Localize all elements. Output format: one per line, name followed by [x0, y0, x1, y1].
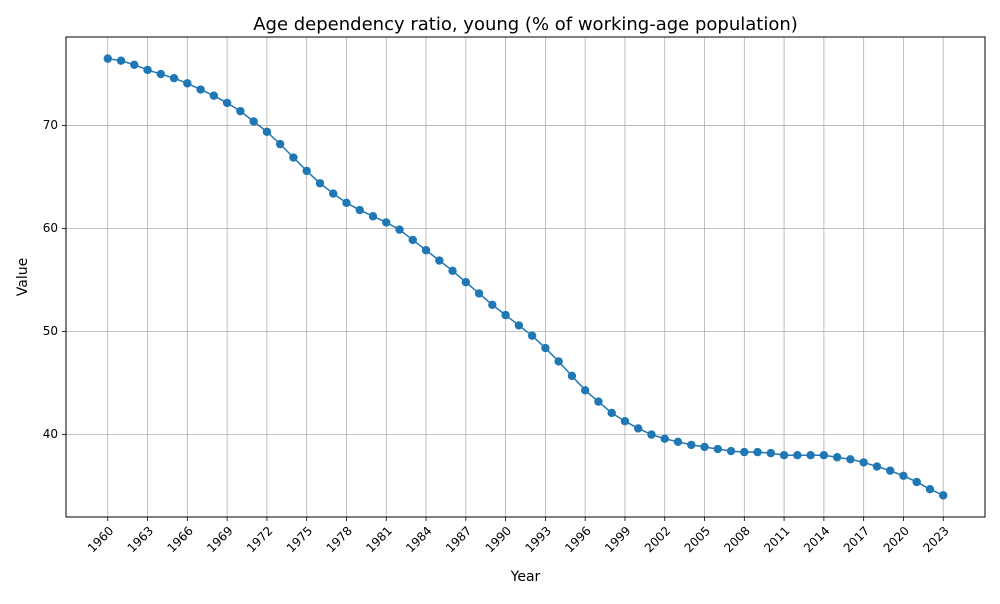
data-point [872, 462, 882, 471]
data-point [488, 300, 497, 310]
data-point [673, 437, 683, 447]
data-point [315, 179, 325, 188]
data-point [421, 246, 431, 255]
data-point [726, 446, 736, 456]
data-point [329, 189, 338, 198]
data-point [713, 444, 722, 454]
data-point [249, 117, 258, 126]
data-point [753, 447, 762, 457]
data-point [806, 450, 815, 460]
data-point [634, 424, 643, 433]
data-point [209, 91, 219, 100]
data-point [766, 448, 776, 458]
data-point [594, 397, 603, 406]
data-point [275, 139, 285, 149]
data-point [395, 225, 404, 234]
data-point [793, 450, 802, 460]
data-point [448, 266, 457, 276]
data-point [474, 289, 484, 298]
data-point [527, 331, 537, 340]
data-point [222, 98, 232, 108]
data-point [143, 65, 152, 75]
data-point [939, 491, 948, 500]
data-point [156, 69, 166, 79]
y-tick-label: 40 [43, 427, 58, 441]
data-point [196, 85, 205, 94]
data-point [846, 455, 855, 464]
data-point [620, 417, 630, 426]
data-point [885, 466, 895, 475]
data-point [116, 56, 126, 65]
data-point [819, 450, 829, 460]
data-point [103, 54, 112, 63]
data-point [262, 127, 272, 136]
grid-lines [66, 37, 985, 517]
data-point [700, 442, 709, 452]
data-point [660, 434, 669, 443]
data-point [925, 484, 935, 494]
data-point [435, 256, 444, 265]
data-point [501, 310, 510, 320]
series-layer [103, 54, 948, 500]
chart-title: Age dependency ratio, young (% of workin… [253, 14, 798, 35]
y-tick-label: 60 [43, 221, 58, 235]
data-point [183, 79, 192, 88]
data-point [514, 321, 524, 330]
data-point [859, 458, 868, 467]
data-point [567, 371, 577, 381]
data-point [289, 153, 298, 162]
data-point [408, 235, 417, 245]
plot-frame [65, 36, 986, 518]
data-point [382, 218, 391, 227]
y-axis-title: Value [15, 258, 31, 296]
data-point [740, 447, 749, 457]
data-point [912, 477, 921, 487]
data-point [607, 408, 616, 418]
y-tick-label: 50 [43, 324, 58, 338]
data-point [779, 450, 789, 460]
data-point [541, 343, 550, 353]
data-point [368, 212, 378, 221]
data-point [647, 430, 656, 439]
data-point [130, 60, 139, 70]
data-point [554, 357, 563, 366]
x-axis-title: Year [510, 569, 541, 585]
data-point [687, 440, 696, 450]
y-tick-label: 70 [43, 118, 58, 132]
data-point [342, 198, 351, 208]
data-point [302, 166, 311, 176]
series-line [107, 57, 944, 497]
data-point [355, 205, 364, 215]
data-point [169, 74, 179, 83]
data-point [236, 106, 245, 116]
data-point [899, 471, 908, 480]
data-point [580, 386, 590, 395]
data-point [832, 453, 842, 462]
data-point [461, 277, 471, 287]
